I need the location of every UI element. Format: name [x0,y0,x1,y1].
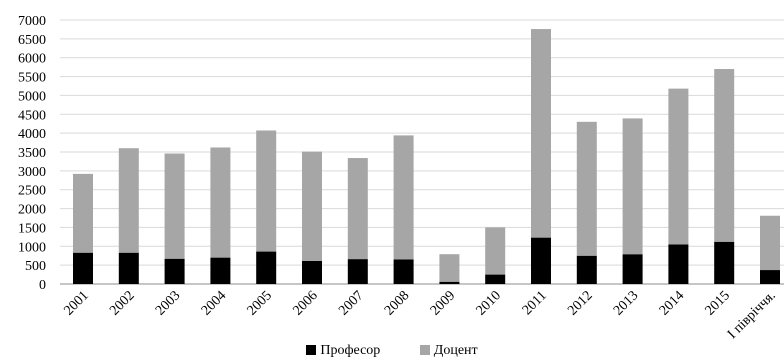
bar-professor-15 [760,270,780,284]
legend-swatch-professor [306,345,317,355]
bar-professor-8 [439,281,460,284]
bar-docent-7 [393,135,414,260]
bar-docent-2 [164,153,185,259]
y-tick-label: 1000 [18,240,46,255]
bar-docent-5 [302,151,322,261]
y-tick-label: 5000 [18,89,46,104]
y-tick-label: 7000 [18,14,46,29]
bar-professor-6 [347,259,368,284]
legend-item-docent: Доцент [419,343,478,359]
bar-professor-2 [164,258,185,284]
bar-docent-0 [73,173,93,253]
bar-docent-10 [531,29,551,238]
y-tick-label: 3500 [18,146,46,161]
x-tick-label: 2004 [199,288,229,318]
y-tick-label: 6000 [18,52,46,67]
bar-professor-4 [256,251,277,284]
y-tick-label: 500 [25,259,46,274]
bar-professor-3 [210,257,231,284]
legend-item-professor: Професор [306,343,380,359]
y-tick-label: 2000 [18,203,46,218]
y-tick-label: 0 [39,278,46,293]
x-tick-label: 2010 [474,288,504,318]
x-tick-label: 2013 [611,288,641,318]
bar-professor-14 [714,241,735,284]
x-tick-label: 2007 [336,288,366,318]
x-tick-label: 2014 [657,288,687,318]
y-axis: 0 500 1000 1500 2000 2500 3000 3500 4000 4500 5000… [18,14,46,293]
bar-docent-4 [256,130,277,252]
legend-label-docent: Доцент [433,343,478,358]
x-tick-label: 2008 [382,288,412,318]
legend-label-professor: Професор [320,343,381,358]
y-tick-label: 5500 [18,71,46,86]
x-tick-label: І півріччя. [725,288,779,342]
y-tick-label: 1500 [18,221,46,236]
y-tick-label: 3000 [18,165,46,180]
bars [73,29,780,284]
bar-docent-8 [439,254,460,282]
x-tick-label: 2002 [107,288,137,318]
legend-swatch-docent [419,345,430,355]
x-tick-label: 2012 [565,288,595,318]
x-tick-label: 2001 [61,288,91,318]
bar-docent-6 [347,158,368,260]
bar-professor-1 [118,252,139,284]
bar-professor-9 [485,274,506,284]
bar-professor-7 [393,259,414,284]
x-tick-label: 2005 [245,288,275,318]
bar-professor-13 [668,244,689,284]
x-tick-label: 2006 [290,288,320,318]
y-tick-label: 4500 [18,108,46,123]
x-tick-label: 2015 [703,288,733,318]
bar-docent-12 [622,118,643,255]
x-tick-label: 2011 [520,288,550,318]
bar-professor-12 [622,254,643,284]
y-tick-label: 4000 [18,127,46,142]
bar-docent-9 [485,227,506,275]
bar-professor-5 [302,260,322,284]
y-tick-label: 6500 [18,33,46,48]
bar-professor-10 [531,237,551,284]
bar-docent-13 [668,88,689,245]
x-tick-label: 2009 [428,288,458,318]
bar-docent-14 [714,69,735,242]
bar-professor-0 [73,252,93,284]
legend: Професор Доцент [0,343,784,359]
bar-docent-15 [760,215,780,271]
bar-docent-11 [576,121,597,256]
bar-professor-11 [576,255,597,284]
bar-docent-3 [210,147,231,258]
bar-docent-1 [118,148,139,253]
y-tick-label: 2500 [18,184,46,199]
x-axis: 2001 2002 2003 2004 2005 2006 2007 2008 2009 2010… [61,288,778,342]
x-tick-label: 2003 [153,288,183,318]
